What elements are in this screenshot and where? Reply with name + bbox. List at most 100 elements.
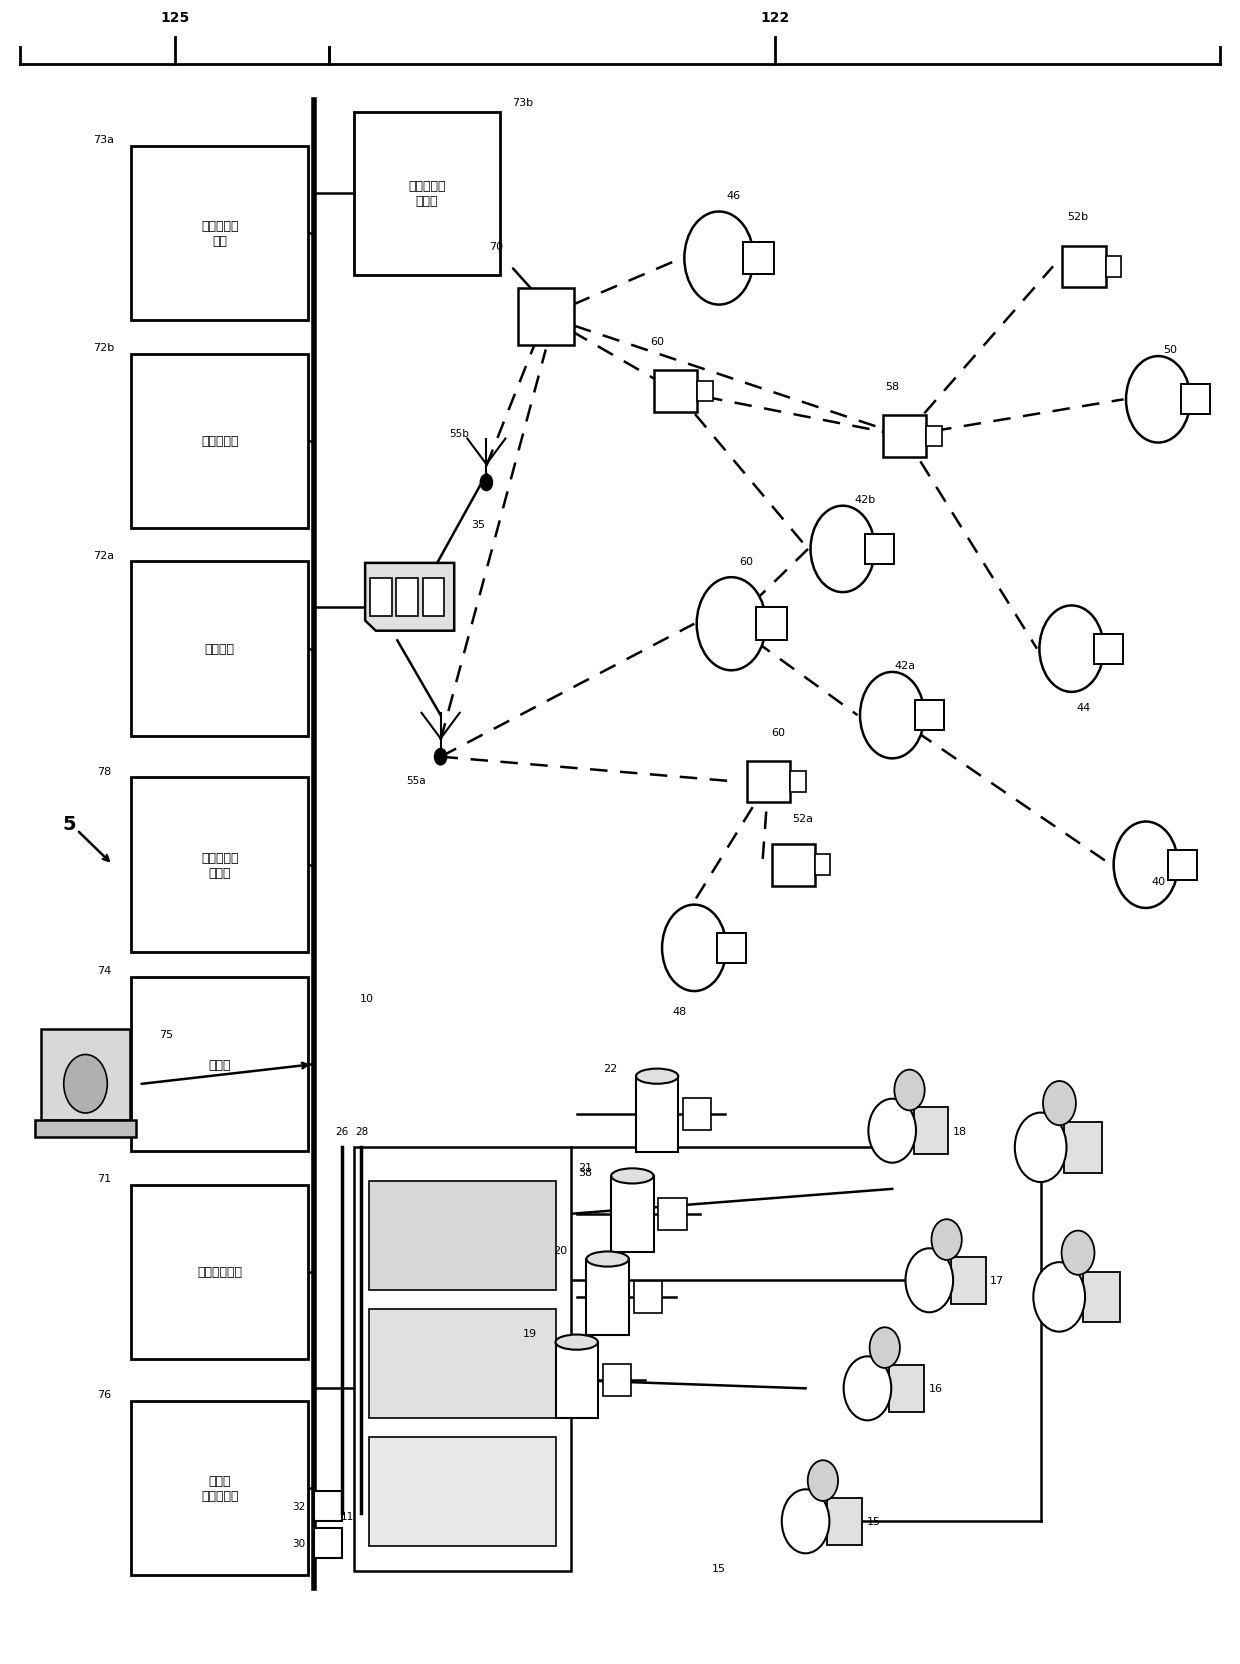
- FancyBboxPatch shape: [131, 1401, 309, 1576]
- Text: 40: 40: [1151, 877, 1166, 887]
- Text: 122: 122: [760, 12, 790, 25]
- Circle shape: [931, 1220, 962, 1260]
- FancyBboxPatch shape: [653, 371, 697, 413]
- FancyBboxPatch shape: [315, 1491, 342, 1521]
- FancyBboxPatch shape: [883, 416, 926, 458]
- FancyBboxPatch shape: [131, 977, 309, 1151]
- FancyBboxPatch shape: [683, 1098, 712, 1130]
- Text: 数据历史库
应用: 数据历史库 应用: [201, 220, 238, 248]
- FancyBboxPatch shape: [131, 1185, 309, 1359]
- FancyBboxPatch shape: [587, 1260, 629, 1335]
- FancyBboxPatch shape: [717, 934, 745, 963]
- Text: 5: 5: [63, 814, 76, 834]
- Text: 44: 44: [1076, 702, 1091, 712]
- Text: 52b: 52b: [1068, 213, 1089, 223]
- FancyBboxPatch shape: [368, 1310, 556, 1418]
- FancyBboxPatch shape: [35, 1120, 136, 1137]
- Text: 50: 50: [1163, 344, 1178, 354]
- FancyBboxPatch shape: [1094, 634, 1123, 664]
- FancyBboxPatch shape: [131, 779, 309, 952]
- FancyBboxPatch shape: [815, 855, 831, 875]
- Text: 11: 11: [341, 1511, 355, 1521]
- FancyBboxPatch shape: [603, 1364, 631, 1396]
- FancyBboxPatch shape: [131, 146, 309, 321]
- Text: 28: 28: [355, 1127, 368, 1137]
- Circle shape: [697, 577, 766, 671]
- Text: 74: 74: [97, 965, 112, 975]
- Circle shape: [1114, 822, 1178, 909]
- Text: 60: 60: [771, 727, 785, 737]
- Circle shape: [1033, 1263, 1085, 1331]
- Circle shape: [1039, 606, 1104, 692]
- FancyBboxPatch shape: [914, 1108, 949, 1155]
- FancyBboxPatch shape: [556, 1343, 598, 1418]
- Text: 42b: 42b: [854, 494, 875, 504]
- Text: 30: 30: [291, 1538, 305, 1548]
- Text: 15: 15: [867, 1516, 880, 1526]
- FancyBboxPatch shape: [827, 1498, 862, 1544]
- Text: 21: 21: [578, 1163, 593, 1173]
- FancyBboxPatch shape: [926, 426, 941, 448]
- Circle shape: [781, 1489, 830, 1554]
- Circle shape: [843, 1356, 892, 1421]
- Text: 38: 38: [578, 1168, 593, 1178]
- Text: 46: 46: [727, 191, 740, 201]
- Circle shape: [1043, 1082, 1076, 1125]
- FancyBboxPatch shape: [517, 288, 574, 346]
- Text: 35: 35: [471, 519, 485, 529]
- Circle shape: [1014, 1113, 1066, 1183]
- Text: 32: 32: [291, 1501, 305, 1511]
- Text: 数据历史库
数据库: 数据历史库 数据库: [408, 180, 445, 208]
- FancyBboxPatch shape: [771, 844, 815, 885]
- Circle shape: [894, 1070, 925, 1110]
- FancyBboxPatch shape: [1106, 256, 1121, 278]
- FancyBboxPatch shape: [915, 701, 944, 730]
- FancyBboxPatch shape: [423, 579, 444, 616]
- Text: 72a: 72a: [93, 551, 114, 561]
- Ellipse shape: [587, 1251, 629, 1266]
- Polygon shape: [365, 564, 454, 631]
- Text: 72b: 72b: [93, 343, 115, 353]
- FancyBboxPatch shape: [951, 1258, 986, 1305]
- Text: 42a: 42a: [894, 661, 915, 671]
- Circle shape: [861, 672, 924, 759]
- Text: 60: 60: [739, 556, 753, 566]
- Text: 78: 78: [97, 767, 112, 777]
- Text: 73b: 73b: [512, 98, 533, 108]
- Text: 18: 18: [954, 1127, 967, 1137]
- Text: 接入点: 接入点: [208, 1058, 231, 1072]
- Text: 75: 75: [159, 1030, 174, 1040]
- FancyBboxPatch shape: [397, 579, 418, 616]
- FancyBboxPatch shape: [353, 1148, 570, 1571]
- Text: 操作员工作站: 操作员工作站: [197, 1266, 242, 1278]
- Text: 55a: 55a: [405, 775, 425, 785]
- Text: 48: 48: [672, 1007, 687, 1017]
- Circle shape: [869, 1328, 900, 1368]
- Text: 26: 26: [335, 1127, 348, 1137]
- FancyBboxPatch shape: [1064, 1123, 1102, 1173]
- Text: 76: 76: [97, 1389, 112, 1399]
- FancyBboxPatch shape: [353, 113, 500, 276]
- FancyBboxPatch shape: [131, 562, 309, 737]
- FancyBboxPatch shape: [658, 1198, 687, 1230]
- Text: 58: 58: [885, 381, 899, 391]
- Circle shape: [905, 1248, 954, 1313]
- Text: 73a: 73a: [93, 135, 114, 145]
- FancyBboxPatch shape: [636, 1077, 678, 1151]
- Ellipse shape: [636, 1068, 678, 1085]
- FancyBboxPatch shape: [746, 762, 790, 804]
- Circle shape: [63, 1055, 108, 1113]
- FancyBboxPatch shape: [697, 381, 713, 403]
- Circle shape: [807, 1461, 838, 1501]
- Ellipse shape: [611, 1168, 653, 1183]
- Text: 19: 19: [522, 1328, 537, 1338]
- Circle shape: [662, 905, 727, 992]
- FancyBboxPatch shape: [1063, 246, 1106, 288]
- FancyBboxPatch shape: [315, 1528, 342, 1558]
- FancyBboxPatch shape: [1083, 1271, 1120, 1323]
- FancyBboxPatch shape: [743, 243, 775, 275]
- Circle shape: [480, 476, 492, 491]
- Text: 配置数据库: 配置数据库: [201, 434, 238, 448]
- FancyBboxPatch shape: [790, 772, 806, 792]
- Circle shape: [1126, 356, 1190, 443]
